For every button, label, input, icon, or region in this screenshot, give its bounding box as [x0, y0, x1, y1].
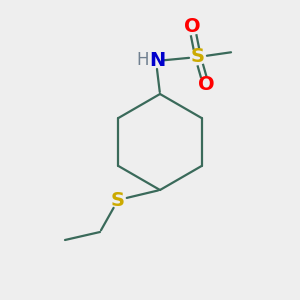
Text: S: S: [111, 190, 125, 209]
Text: H: H: [137, 51, 149, 69]
Text: O: O: [184, 17, 200, 37]
Text: S: S: [191, 47, 205, 67]
Text: O: O: [198, 76, 214, 94]
Text: N: N: [149, 52, 165, 70]
